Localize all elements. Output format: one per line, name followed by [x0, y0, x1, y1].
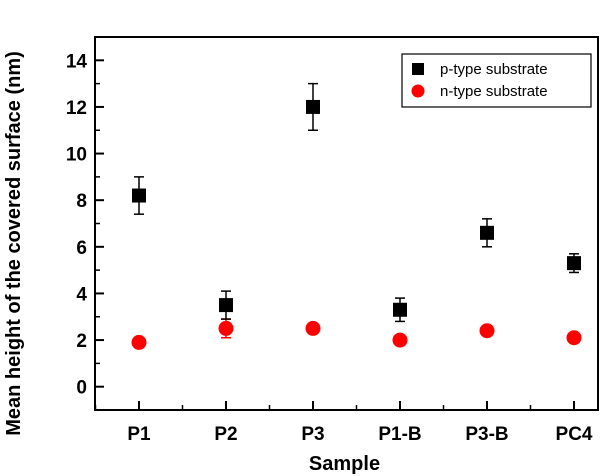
- x-axis-title: Sample: [309, 453, 380, 475]
- x-tick-label: P3: [301, 424, 324, 445]
- legend: p-type substrate n-type substrate: [401, 53, 592, 108]
- x-tick-label: P2: [214, 424, 237, 445]
- legend-box: [401, 53, 592, 108]
- data-point: [479, 323, 495, 339]
- y-tick-label: 4: [76, 284, 87, 305]
- data-point: [393, 302, 407, 317]
- y-tick-label: 10: [66, 145, 87, 166]
- data-point: [480, 225, 494, 240]
- y-tick-label: 14: [66, 51, 88, 72]
- data-point: [305, 320, 321, 336]
- data-point: [567, 256, 581, 271]
- y-tick-label: 2: [76, 331, 87, 352]
- legend-label: p-type substrate: [440, 61, 548, 78]
- data-point: [566, 330, 582, 346]
- data-layer: [131, 82, 582, 350]
- legend-marker: [411, 84, 425, 98]
- legend-marker: [412, 63, 424, 75]
- y-tick-label: 12: [66, 98, 87, 119]
- series-p-type-substrate: [132, 82, 581, 323]
- data-point: [218, 320, 234, 336]
- data-point: [131, 334, 147, 350]
- x-tick-label: P1: [127, 424, 151, 445]
- y-tick-label: 8: [76, 191, 87, 212]
- data-point: [392, 332, 408, 348]
- data-point: [132, 188, 146, 203]
- y-tick-label: 6: [76, 238, 87, 259]
- y-axis-title: Mean height of the covered surface (nm): [3, 51, 25, 436]
- axes: 0 2 4 6 8 10 12 14 P1 P2 P3 P1-B P3-B PC4: [66, 36, 599, 445]
- y-tick-label: 0: [76, 378, 87, 399]
- data-point: [306, 99, 320, 114]
- x-tick-label: P1-B: [378, 424, 421, 445]
- x-tick-label: PC4: [556, 424, 593, 445]
- series-n-type-substrate: [131, 318, 582, 350]
- x-tick-label: P3-B: [465, 424, 508, 445]
- legend-label: n-type substrate: [440, 83, 548, 100]
- data-point: [219, 298, 233, 313]
